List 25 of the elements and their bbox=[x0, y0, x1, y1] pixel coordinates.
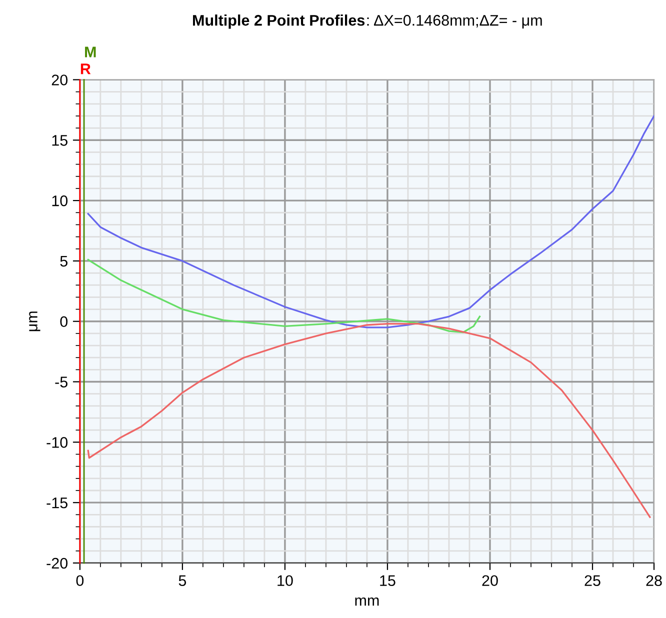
x-tick-label: 5 bbox=[178, 575, 186, 586]
x-tick-label: 28 bbox=[646, 575, 662, 586]
y-axis-title: μm bbox=[29, 312, 40, 332]
y-tick-label: -10 bbox=[46, 437, 68, 448]
y-tick-label: -15 bbox=[46, 498, 68, 508]
chart-subtitle: : ΔX=0.1468mm;ΔZ= - μm bbox=[367, 14, 542, 29]
y-tick-label: 10 bbox=[52, 195, 68, 206]
x-tick-label: 25 bbox=[584, 575, 600, 586]
x-tick-label: 0 bbox=[76, 575, 84, 586]
ref-line-label: R bbox=[80, 64, 91, 74]
x-tick-label: 10 bbox=[278, 575, 293, 586]
line-series bbox=[87, 322, 651, 518]
y-tick-label: 5 bbox=[60, 256, 68, 267]
ref-line-label: M bbox=[85, 46, 96, 58]
x-tick-label: 20 bbox=[482, 575, 498, 586]
line-series bbox=[87, 115, 654, 328]
y-tick-label: 0 bbox=[60, 316, 68, 328]
x-axis-title: mm bbox=[355, 597, 379, 606]
chart-title: Multiple 2 Point Profiles bbox=[193, 14, 365, 29]
y-tick-label: 20 bbox=[52, 74, 68, 86]
y-tick-label: -5 bbox=[55, 376, 68, 388]
x-tick-label: 15 bbox=[380, 575, 396, 586]
line-series bbox=[87, 258, 481, 334]
y-tick-label: -20 bbox=[46, 558, 68, 569]
y-tick-label: 15 bbox=[52, 135, 68, 146]
